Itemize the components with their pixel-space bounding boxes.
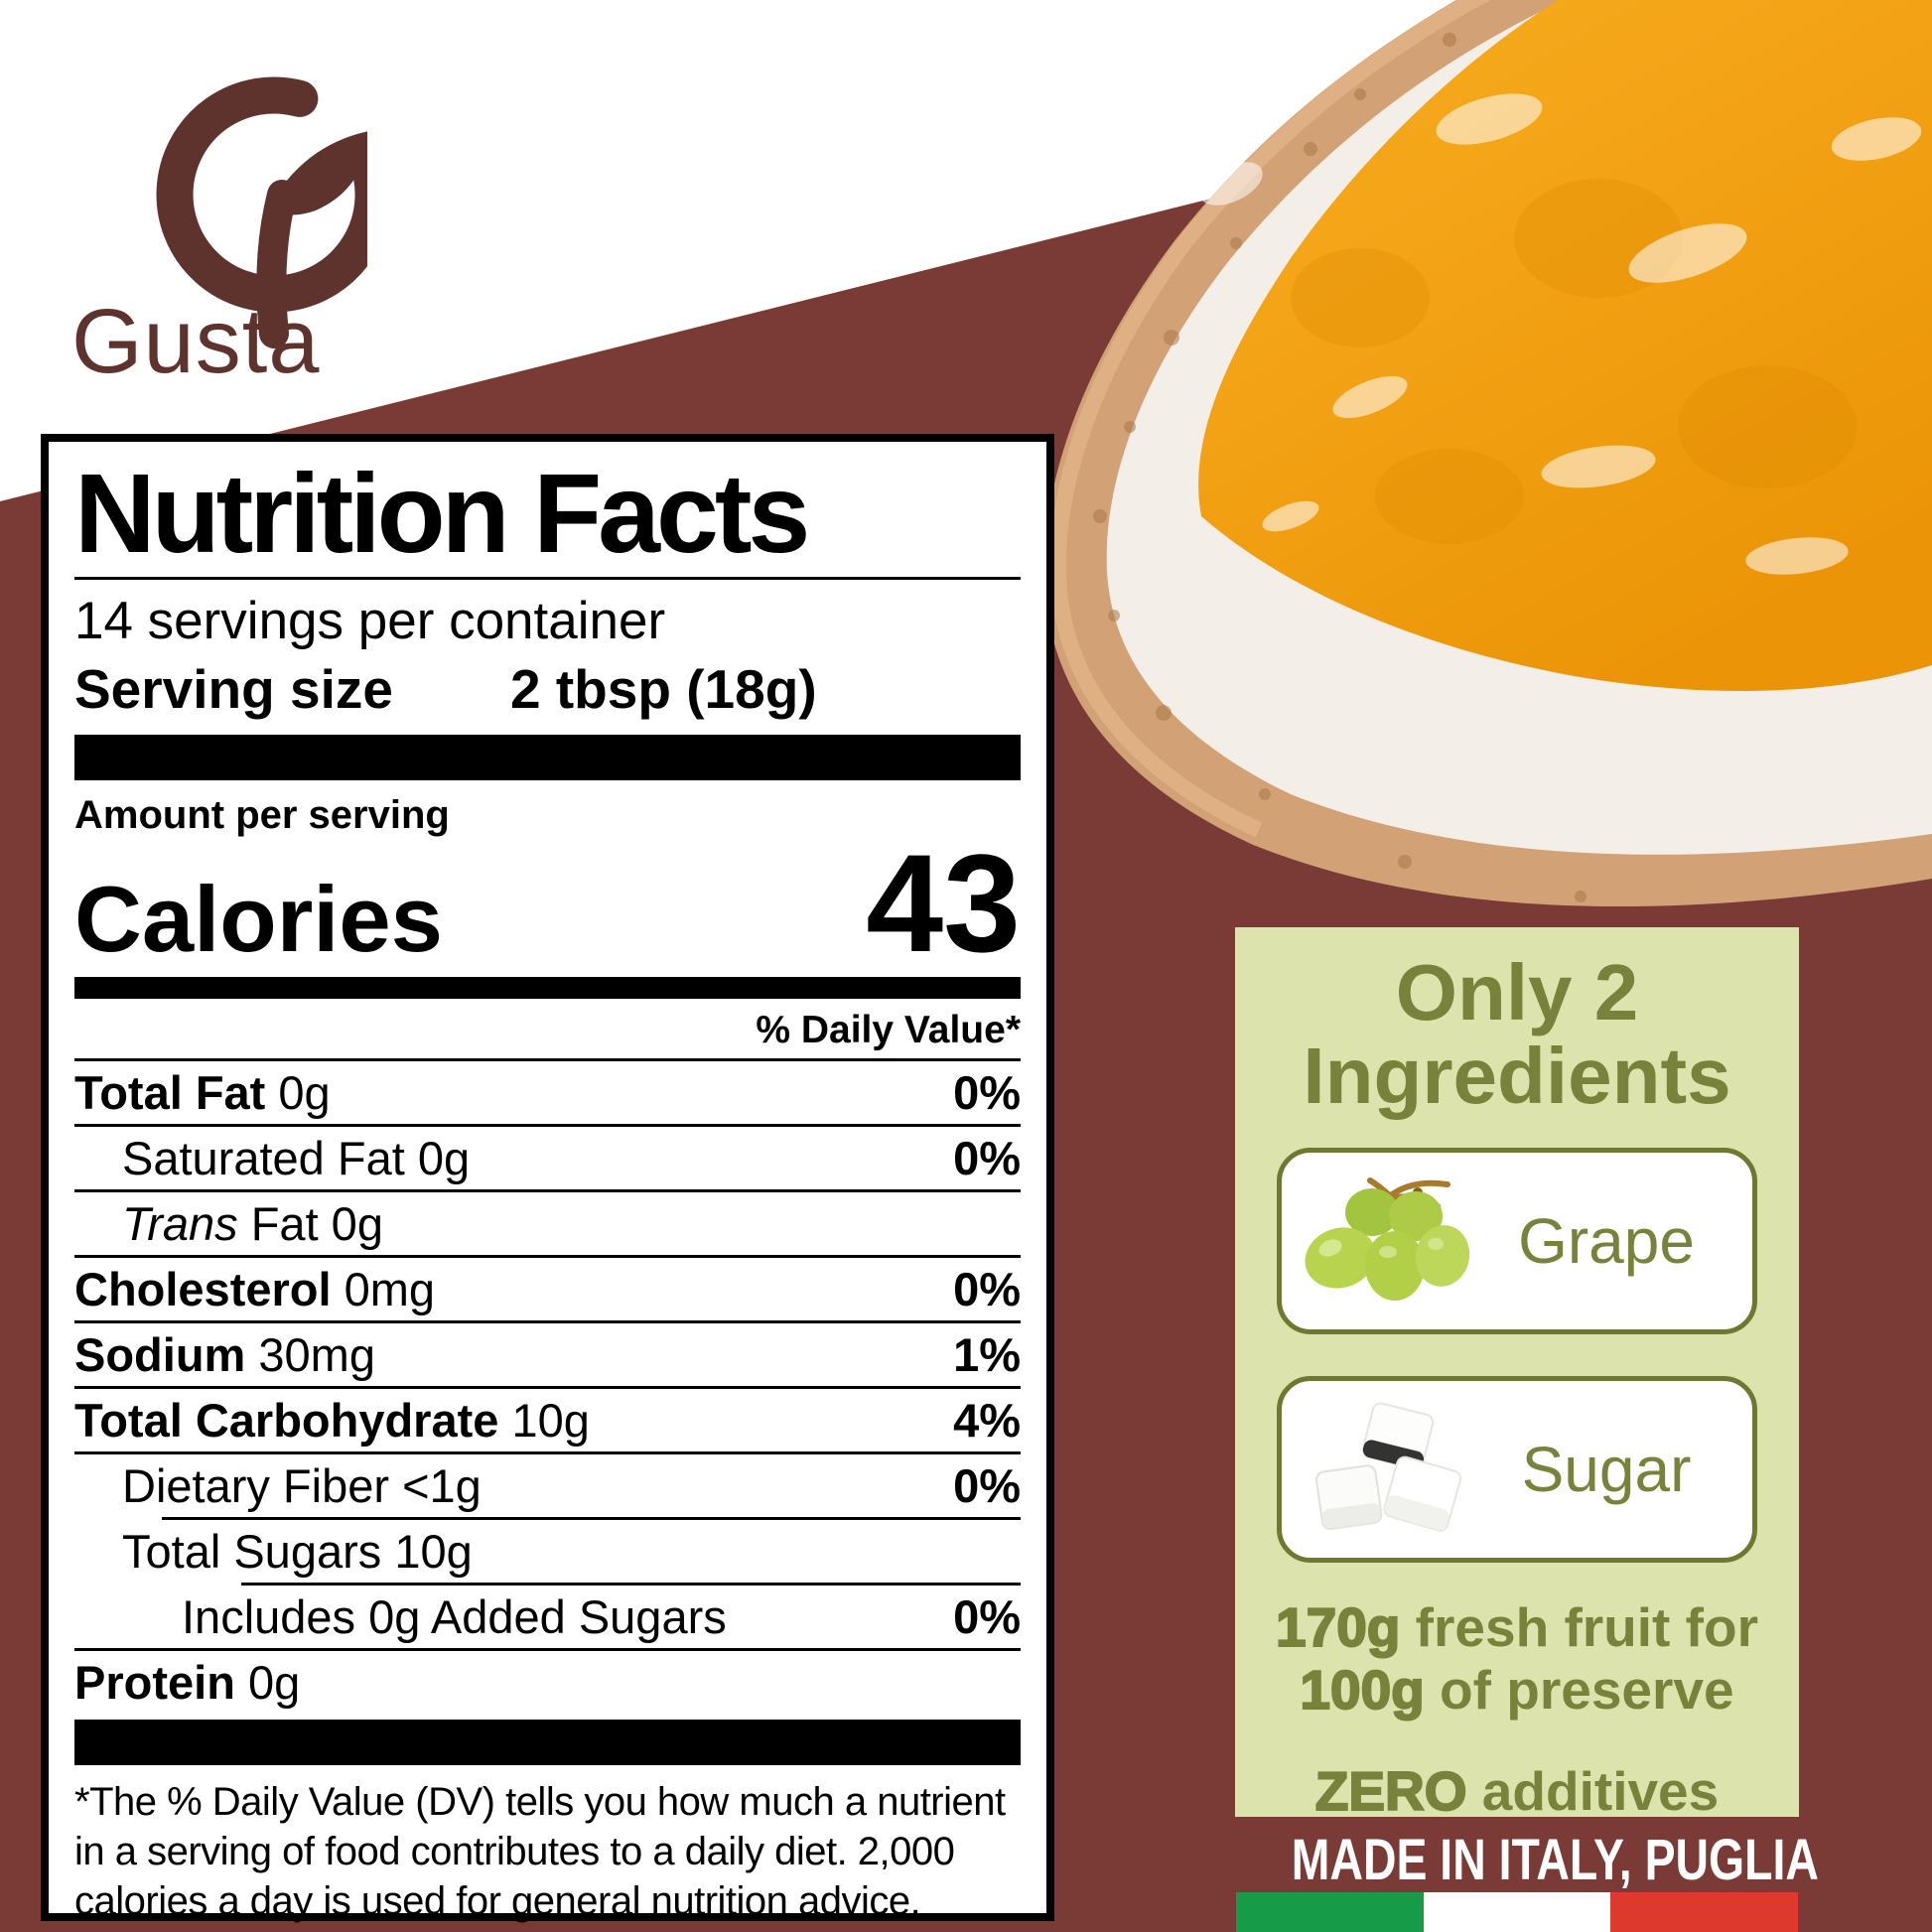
nutrient-row: Saturated Fat 0g 0% [74,1127,1021,1189]
nutrient-row: Cholesterol 0mg 0% [74,1258,1021,1320]
daily-value-header: % Daily Value* [756,1009,1021,1052]
nutrition-facts-label: Nutrition Facts 14 servings per containe… [41,434,1054,1923]
preserve-grams: 100g [1299,1658,1425,1722]
nutrient-daily-value: 0% [953,1262,1021,1315]
ingredients-title-line1: Only 2 [1395,948,1639,1036]
row-divider [162,1517,1021,1521]
sugar-cubes-icon [1296,1395,1484,1544]
nutrient-name: Includes 0g Added Sugars [182,1589,727,1643]
nutrient-name: Cholesterol 0mg [74,1262,436,1315]
row-divider [241,1583,1021,1587]
nutrient-name: Total Sugars 10g [122,1524,473,1578]
row-divider [74,1189,1021,1193]
bread-with-jam-photo [1043,0,1932,907]
grapes-icon [1296,1167,1484,1315]
nutrient-daily-value: 0% [953,1458,1021,1512]
row-divider [74,1451,1021,1455]
row-divider [74,1124,1021,1128]
zero-additives-text: ZERO additives [1235,1759,1799,1823]
nutrient-row: Includes 0g Added Sugars 0% [74,1586,1021,1648]
row-divider [74,1320,1021,1324]
nutrient-name: Protein 0g [74,1655,301,1709]
nutrient-row: Total Fat 0g 0% [74,1061,1021,1124]
brand-name: Gusta [71,291,321,392]
servings-per-container: 14 servings per container [74,591,666,650]
zero-word: ZERO [1314,1759,1468,1823]
nutrient-rows: Total Fat 0g 0% Saturated Fat 0g 0% Tran… [74,1058,1021,1714]
nutrient-daily-value: 0% [953,1065,1021,1119]
nutrient-row: Protein 0g [74,1651,1021,1714]
daily-value-footnote: *The % Daily Value (DV) tells you how mu… [74,1780,1006,1924]
amount-per-serving: Amount per serving [74,792,450,837]
nutrient-daily-value: 4% [953,1393,1021,1447]
nutrient-name: Total Carbohydrate 10g [74,1393,590,1447]
fruit-ratio-line2: 100g of preserve [1235,1658,1799,1722]
row-divider [74,1648,1021,1652]
nutrient-row: Total Carbohydrate 10g 4% [74,1389,1021,1451]
nutrient-row: Sodium 30mg 1% [74,1323,1021,1386]
ingredient-name: Sugar [1521,1434,1692,1505]
thick-divider [74,1720,1021,1766]
medium-divider [74,977,1021,1000]
additives-word: additives [1466,1760,1720,1822]
row-divider [74,1386,1021,1390]
calories-value: 43 [866,824,1021,981]
fruit-ratio-line1: 170g fresh fruit for [1235,1595,1799,1659]
calories-label: Calories [74,867,443,972]
ingredient-card-grape: Grape [1277,1148,1757,1334]
gusta-logo-icon [156,76,367,348]
fruit-ratio-line2-rest: of preserve [1424,1659,1734,1721]
fruit-grams: 170g [1275,1595,1401,1659]
serving-size-label: Serving size [74,657,393,720]
nutrition-facts-title: Nutrition Facts [74,451,810,576]
fruit-ratio-line1-rest: fresh fruit for [1400,1596,1758,1658]
ingredients-title-line2: Ingredients [1303,1032,1731,1120]
row-divider [74,1255,1021,1259]
fruit-ratio-text: 170g fresh fruit for 100g of preserve [1235,1595,1799,1722]
nutrient-name: Total Fat 0g [74,1065,331,1119]
thick-divider [74,734,1021,780]
nutrient-name: Dietary Fiber <1g [122,1458,482,1512]
flag-stripe [1610,1892,1799,1932]
nutrient-row: Total Sugars 10g [74,1520,1021,1583]
made-in-text: MADE IN ITALY, PUGLIA [1291,1828,1819,1892]
divider [74,576,1021,580]
nutrient-daily-value: 0% [953,1131,1021,1184]
nutrient-row: Trans Fat 0g [74,1192,1021,1255]
calories-row: Calories 43 [74,824,1021,981]
ingredient-card-sugar: Sugar [1277,1376,1757,1563]
nutrient-name: Saturated Fat 0g [122,1131,471,1184]
ingredients-panel: Only 2 Ingredients Grape [1235,927,1799,1823]
ingredient-name: Grape [1518,1205,1695,1277]
ingredients-title: Only 2 Ingredients [1235,951,1799,1118]
nutrient-name: Sodium 30mg [74,1327,375,1381]
flag-stripe [1236,1892,1424,1932]
serving-size-row: Serving size 2 tbsp (18g) [74,653,1021,725]
serving-size-value: 2 tbsp (18g) [509,657,817,720]
nutrient-row: Dietary Fiber <1g 0% [74,1454,1021,1517]
nutrient-daily-value: 1% [953,1327,1021,1381]
nutrient-daily-value: 0% [953,1589,1021,1643]
italian-flag-bar [1236,1892,1799,1932]
flag-stripe [1423,1892,1611,1932]
nutrient-name: Trans Fat 0g [122,1196,383,1250]
row-divider [74,1058,1021,1062]
